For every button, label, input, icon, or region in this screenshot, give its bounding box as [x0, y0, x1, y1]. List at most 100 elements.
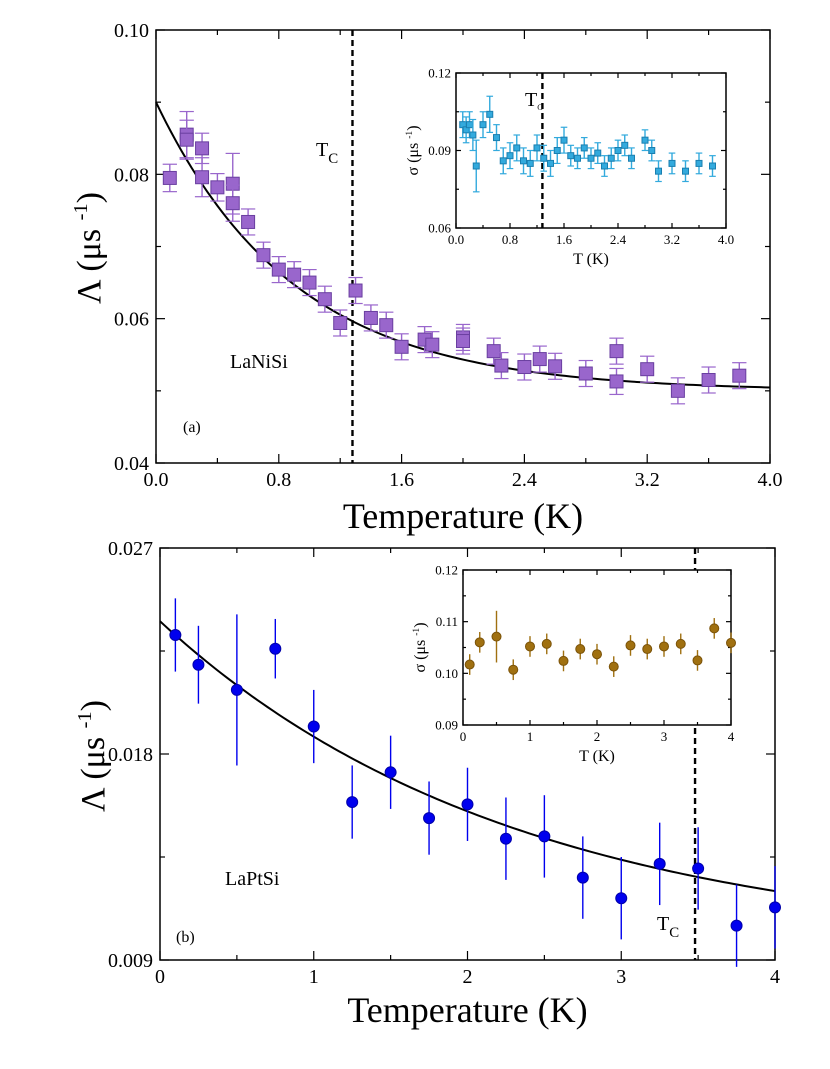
panel-b-point	[346, 796, 359, 809]
panel-a-xtick-label: 1.6	[389, 469, 414, 491]
panel-b-inset-point	[491, 631, 502, 642]
panel-a-inset-xlabel: T (K)	[573, 251, 609, 268]
panel-a-point	[494, 358, 509, 373]
panel-a-inset-xtick-label: 3.2	[664, 232, 680, 247]
panel-a-xtick-label: 0.8	[266, 469, 291, 491]
panel-b-inset-xtick-label: 3	[661, 729, 668, 744]
panel-b-point	[538, 830, 551, 843]
panel-a-point	[609, 374, 624, 389]
panel-b-point	[169, 628, 182, 641]
panel-a-inset-ylabel: σ (μs -1)	[404, 125, 422, 175]
panel-b-ytick-label: 0.027	[108, 538, 153, 560]
panel-a-label: (a)	[183, 419, 201, 436]
panel-a-inset-xtick-label: 0.8	[502, 232, 518, 247]
panel-a-point	[363, 310, 378, 325]
panel-b-inset-point	[709, 623, 720, 634]
panel-a-inset-point	[479, 121, 487, 129]
panel-b-inset-point	[642, 644, 653, 655]
panel-a-point	[271, 262, 286, 277]
panel-b-point	[384, 766, 397, 779]
panel-b-inset-point	[575, 644, 586, 655]
panel-a-point	[195, 141, 210, 156]
panel-a-point	[195, 170, 210, 185]
panel-b-inset-point	[525, 641, 535, 652]
panel-b-inset-ytick-label: 0.12	[435, 563, 458, 578]
panel-b-point	[653, 857, 666, 870]
panel-a-inset-point	[560, 136, 568, 144]
panel-b-ytick-label: 0.018	[108, 744, 153, 766]
panel-a-point	[732, 368, 747, 383]
panel-a-point	[394, 339, 409, 354]
panel-b-inset-point	[558, 655, 569, 666]
panel-b-point	[307, 720, 320, 733]
panel-b-inset-point	[726, 637, 736, 648]
panel-b-sample-label: LaPtSi	[225, 868, 280, 890]
panel-a-inset-point	[682, 167, 689, 175]
panel-a-inset-point	[587, 154, 595, 162]
panel-a-point	[225, 196, 240, 211]
panel-b-inset-xtick-label: 1	[527, 729, 534, 744]
panel-b-laptsi-plot: 0 1 2 3 4 0.009 0.018 0.027 Temperature (K) Λ (μs…	[74, 538, 781, 1030]
panel-a-point	[456, 334, 470, 349]
panel-a-xtick-label: 4.0	[758, 469, 783, 491]
panel-b-point	[576, 871, 589, 884]
panel-b-inset-xtick-label: 2	[594, 729, 601, 744]
panel-b-inset-xtick-label: 4	[728, 729, 735, 744]
panel-b-point	[192, 658, 205, 671]
panel-a-inset-tc-label: TC	[525, 89, 543, 112]
panel-a-point	[162, 170, 177, 185]
panel-a-inset-point	[466, 121, 473, 129]
panel-a-point	[333, 315, 348, 330]
panel-b-inset-point	[592, 649, 602, 660]
panel-a-inset-point	[695, 159, 703, 167]
panel-a-point	[486, 344, 501, 359]
panel-a-inset-xtick-label: 4.0	[718, 232, 734, 247]
panel-b-label: (b)	[176, 929, 195, 946]
panel-a-point	[241, 214, 256, 229]
panel-a-xtick-label: 0.0	[144, 469, 169, 491]
panel-a-inset-point	[493, 134, 500, 142]
panel-a-inset-point	[499, 157, 507, 165]
panel-a-inset-point	[540, 154, 548, 162]
panel-a-inset-xtick-label: 1.6	[556, 232, 573, 247]
panel-a-point	[348, 283, 363, 298]
panel-a-inset-point	[513, 144, 521, 152]
panel-a-point	[317, 292, 332, 307]
panel-b-inset-ytick-label: 0.09	[435, 718, 458, 733]
panel-a-ytick-label: 0.08	[114, 164, 149, 186]
panel-a-point	[578, 366, 593, 381]
panel-a-lanisi-plot: 0.0 0.8 1.6 2.4 3.2 4.0 0.04 0.06 0.08 0.10 Temper…	[70, 20, 782, 536]
panel-b-xlabel: Temperature (K)	[347, 990, 587, 1030]
panel-a-inset-point	[547, 159, 554, 167]
panel-b-ylabel: Λ (μs -1)	[74, 700, 112, 812]
panel-b-point	[769, 901, 781, 914]
panel-a-point	[609, 344, 624, 359]
panel-a-inset-point	[567, 152, 575, 160]
panel-a-point	[640, 362, 655, 377]
panel-a-point	[379, 318, 394, 333]
panel-a-xtick-label: 3.2	[635, 469, 660, 491]
panel-a-inset-point	[628, 154, 635, 162]
panel-b-point	[230, 683, 243, 696]
panel-a-point	[532, 352, 547, 367]
panel-a-xlabel: Temperature (K)	[343, 496, 583, 536]
panel-b-point	[269, 642, 282, 655]
panel-a-inset-ytick-label: 0.09	[428, 143, 451, 158]
panel-a-ytick-label: 0.10	[114, 20, 149, 42]
panel-a-point	[287, 267, 302, 282]
panel-b-tc-label: TC	[657, 913, 679, 941]
panel-b-ytick-label: 0.009	[108, 950, 153, 972]
panel-a-inset-ytick-label: 0.06	[428, 221, 451, 236]
panel-a-inset-point	[520, 157, 527, 165]
panel-b-inset-point	[508, 664, 519, 675]
panel-a-inset-point	[533, 144, 541, 152]
panel-b-xtick-label: 0	[155, 966, 165, 988]
panel-b-inset-point	[675, 638, 686, 649]
panel-b-inset-ylabel: σ (μs -1)	[411, 622, 429, 672]
panel-b-point	[499, 832, 512, 845]
panel-b-inset-ytick-label: 0.11	[436, 614, 458, 629]
panel-a-inset-point	[607, 154, 615, 162]
panel-a-inset-point	[486, 110, 494, 118]
panel-a-point	[701, 373, 716, 388]
panel-a-inset-point	[472, 162, 480, 170]
